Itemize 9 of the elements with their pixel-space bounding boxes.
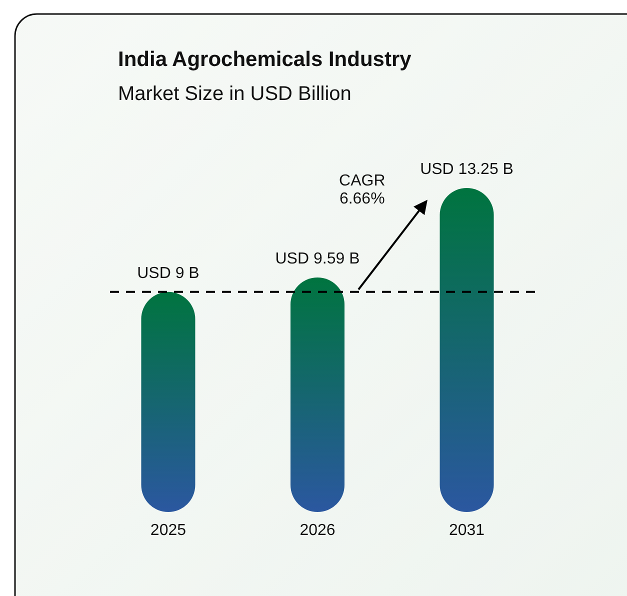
x-tick-label: 2031: [448, 522, 485, 539]
chart-title: India Agrochemicals Industry: [118, 48, 412, 71]
x-tick-label: 2025: [150, 522, 186, 539]
data-label: USD 9.59 B: [275, 250, 360, 268]
x-tick-label: 2026: [300, 522, 336, 539]
annotation: CAGR 6.66%: [339, 172, 386, 208]
chart-subtitle: Market Size in USD Billion: [118, 83, 352, 105]
data-label: USD 13.25 B: [420, 161, 514, 178]
data-label: USD 9 B: [137, 264, 200, 282]
